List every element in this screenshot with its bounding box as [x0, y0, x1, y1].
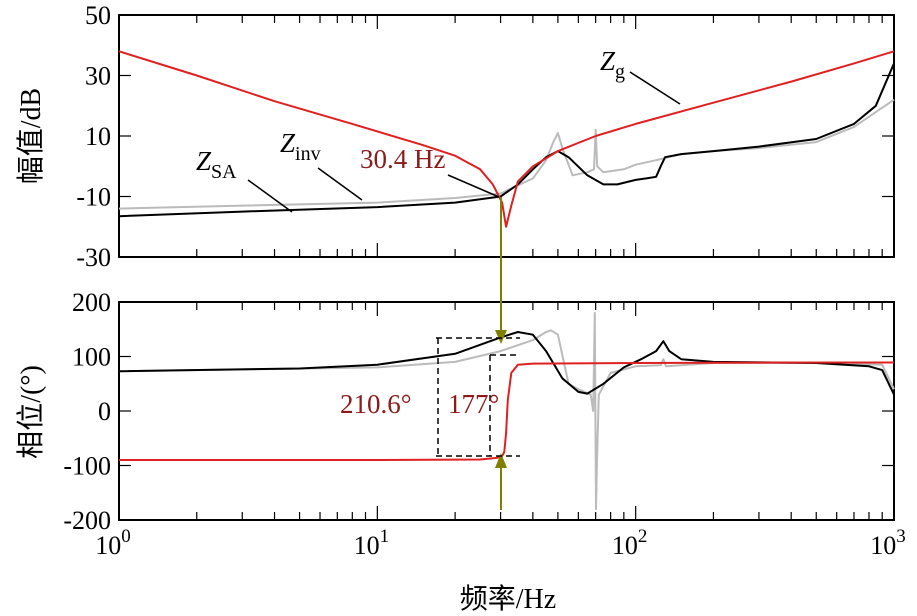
phase-plot: 200 100 0 -100 -200 100 101 102 103 相位/(°) 频率/H… [15, 288, 906, 615]
zg-leader-line [629, 71, 681, 105]
phase-difference-brackets [436, 337, 520, 457]
phase-series-z-inv [118, 311, 895, 511]
y-tick-label: -100 [63, 452, 111, 481]
crossover-arrowhead-down [495, 330, 507, 344]
crossover-leader-line [447, 174, 500, 198]
x-axis-label: 频率/Hz [460, 583, 556, 615]
y-tick-label: 10 [85, 122, 111, 151]
x-tick-label: 102 [612, 526, 648, 560]
zsa-label: ZSA [196, 146, 237, 183]
y-tick-label: 50 [85, 1, 111, 30]
y-tick-label: 30 [85, 62, 111, 91]
zinv-leader-line [317, 167, 363, 201]
phase-series-z-g [119, 361, 894, 461]
y-tick-label: 0 [98, 397, 111, 426]
crossover-arrowhead-up [495, 453, 507, 468]
crossover-frequency-label: 30.4 Hz [360, 144, 445, 174]
magnitude-series-z-sa [118, 63, 895, 218]
magnitude-y-axis-label: 幅值/dB [15, 88, 47, 184]
phase-difference-label-177: 177° [448, 389, 499, 419]
magnitude-series-z-g [118, 50, 895, 228]
x-tick-label: 100 [95, 526, 131, 560]
magnitude-plot-frame [118, 14, 895, 258]
y-tick-label: 100 [72, 343, 111, 372]
zinv-label: Zinv [280, 128, 321, 165]
y-tick-label: -30 [76, 243, 111, 272]
x-tick-label: 103 [870, 526, 906, 560]
phase-y-axis-label: 相位/(°) [15, 365, 47, 459]
x-tick-label: 101 [354, 526, 390, 560]
zsa-leader-line [247, 179, 293, 213]
zg-label: Zg [600, 46, 625, 83]
magnitude-plot: 50 30 10 -10 -30 幅值/dB [15, 1, 895, 272]
y-tick-label: 200 [72, 288, 111, 317]
annotations: Zg Zinv ZSA 30.4 Hz 210.6° 177° [196, 46, 681, 510]
y-tick-label: -200 [63, 506, 111, 535]
y-tick-label: -10 [76, 183, 111, 212]
phase-difference-label-210: 210.6° [340, 389, 412, 419]
